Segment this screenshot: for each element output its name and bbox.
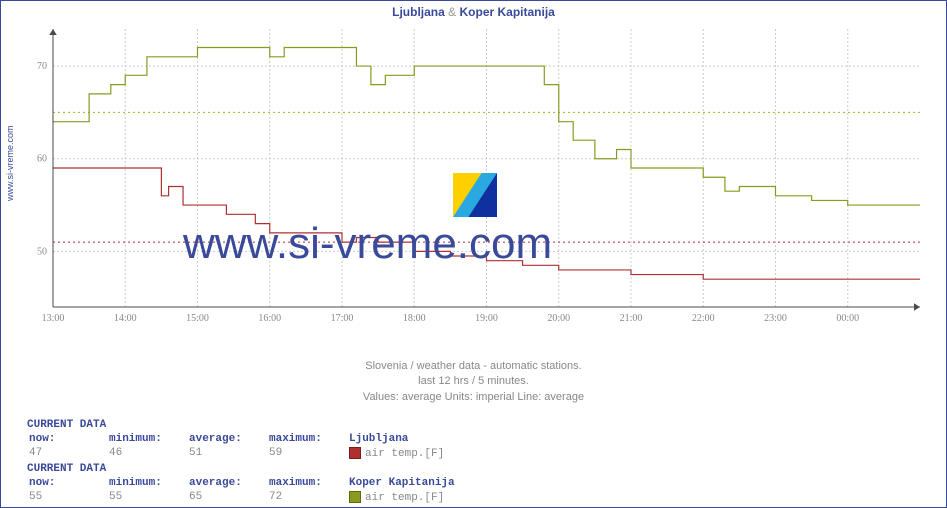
chart-title: Ljubljana & Koper Kapitanija xyxy=(1,1,946,21)
label-min: minimum: xyxy=(109,477,187,489)
svg-text:18:00: 18:00 xyxy=(403,313,426,324)
footer-line3: Values: average Units: imperial Line: av… xyxy=(363,391,584,403)
value-min: 46 xyxy=(109,447,187,460)
svg-text:13:00: 13:00 xyxy=(42,313,65,324)
label-now: now: xyxy=(29,477,107,489)
series-name: Ljubljana xyxy=(349,433,507,445)
site-label: www.si-vreme.com xyxy=(5,125,15,201)
svg-text:00:00: 00:00 xyxy=(836,313,859,324)
footer-line2: last 12 hrs / 5 minutes. xyxy=(418,375,529,387)
swatch-icon xyxy=(349,491,361,503)
svg-text:70: 70 xyxy=(37,61,47,72)
label-avg: average: xyxy=(189,477,267,489)
chart-footer: Slovenia / weather data - automatic stat… xyxy=(1,359,946,405)
label-max: maximum: xyxy=(269,477,347,489)
label-now: now: xyxy=(29,433,107,445)
series-metric: air temp.[F] xyxy=(349,447,507,460)
svg-text:16:00: 16:00 xyxy=(258,313,281,324)
value-avg: 65 xyxy=(189,491,267,504)
metric-label: air temp.[F] xyxy=(365,492,444,504)
svg-text:15:00: 15:00 xyxy=(186,313,209,324)
svg-text:20:00: 20:00 xyxy=(547,313,570,324)
title-amp: & xyxy=(448,5,456,19)
label-avg: average: xyxy=(189,433,267,445)
series-metric: air temp.[F] xyxy=(349,491,507,504)
svg-text:22:00: 22:00 xyxy=(692,313,715,324)
swatch-icon xyxy=(349,447,361,459)
value-max: 72 xyxy=(269,491,347,504)
outer-frame: Ljubljana & Koper Kapitanija www.si-vrem… xyxy=(0,0,947,508)
value-avg: 51 xyxy=(189,447,267,460)
footer-line1: Slovenia / weather data - automatic stat… xyxy=(365,360,581,372)
current-data-header: CURRENT DATA xyxy=(27,419,509,431)
series-name: Koper Kapitanija xyxy=(349,477,507,489)
current-data-block: CURRENT DATAnow:minimum:average:maximum:… xyxy=(27,419,509,462)
current-data-table: now:minimum:average:maximum:Koper Kapita… xyxy=(27,475,509,506)
svg-text:50: 50 xyxy=(37,246,47,257)
svg-text:60: 60 xyxy=(37,154,47,165)
current-data-header: CURRENT DATA xyxy=(27,463,509,475)
label-max: maximum: xyxy=(269,433,347,445)
value-min: 55 xyxy=(109,491,187,504)
metric-label: air temp.[F] xyxy=(365,448,444,460)
current-data-table: now:minimum:average:maximum:Ljubljana 474… xyxy=(27,431,509,462)
svg-text:19:00: 19:00 xyxy=(475,313,498,324)
svg-text:21:00: 21:00 xyxy=(620,313,643,324)
label-min: minimum: xyxy=(109,433,187,445)
value-now: 55 xyxy=(29,491,107,504)
svg-text:23:00: 23:00 xyxy=(764,313,787,324)
watermark-logo-icon xyxy=(453,173,497,217)
svg-text:14:00: 14:00 xyxy=(114,313,137,324)
value-max: 59 xyxy=(269,447,347,460)
svg-text:17:00: 17:00 xyxy=(331,313,354,324)
title-city2: Koper Kapitanija xyxy=(460,5,555,19)
title-city1: Ljubljana xyxy=(392,5,445,19)
current-data-block: CURRENT DATAnow:minimum:average:maximum:… xyxy=(27,463,509,506)
value-now: 47 xyxy=(29,447,107,460)
